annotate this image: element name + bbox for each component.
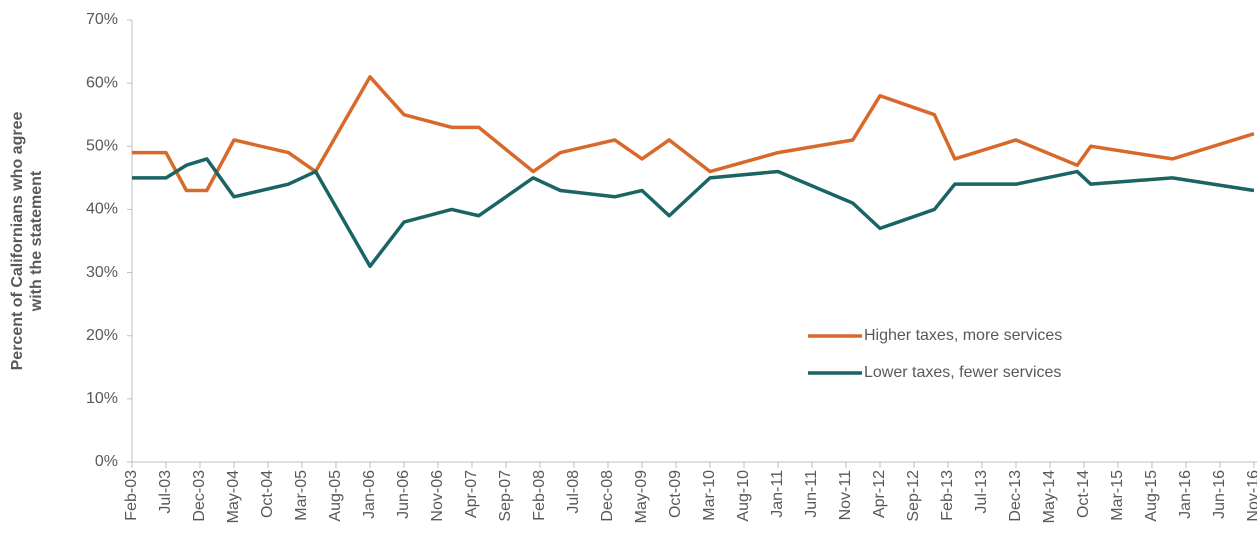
x-tick-label: Apr-12 xyxy=(871,470,888,518)
x-tick-label: Feb-03 xyxy=(123,470,140,521)
x-tick-label: Dec-08 xyxy=(599,470,616,522)
y-axis-title-line: Percent of Californians who agree xyxy=(9,112,26,371)
x-tick-label: May-14 xyxy=(1041,470,1058,523)
legend-label: Higher taxes, more services xyxy=(864,327,1062,344)
x-tick-label: Dec-13 xyxy=(1007,470,1024,522)
x-tick-label: Oct-14 xyxy=(1075,470,1092,518)
y-tick-label: 40% xyxy=(86,201,118,218)
x-tick-label: Aug-10 xyxy=(735,470,752,522)
x-tick-label: Jan-11 xyxy=(769,470,786,518)
x-tick-label: Nov-06 xyxy=(429,470,446,522)
x-tick-label: Jul-13 xyxy=(973,470,990,514)
x-tick-label: Sep-12 xyxy=(905,470,922,522)
x-tick-label: May-04 xyxy=(225,470,242,523)
x-tick-label: Feb-08 xyxy=(531,470,548,521)
x-tick-label: Jun-16 xyxy=(1211,470,1228,519)
x-tick-label: Jun-11 xyxy=(803,470,820,518)
x-tick-label: Aug-05 xyxy=(327,470,344,522)
x-tick-label: Jul-03 xyxy=(157,470,174,514)
x-tick-label: Jul-08 xyxy=(565,470,582,514)
y-tick-label: 10% xyxy=(86,390,118,407)
x-tick-label: Aug-15 xyxy=(1143,470,1160,522)
y-tick-label: 70% xyxy=(86,11,118,28)
x-tick-label: Dec-03 xyxy=(191,470,208,522)
x-tick-label: Apr-07 xyxy=(463,470,480,518)
y-tick-label: 30% xyxy=(86,264,118,281)
x-tick-label: Feb-13 xyxy=(939,470,956,521)
x-tick-label: Sep-07 xyxy=(497,470,514,522)
x-tick-label: May-09 xyxy=(633,470,650,523)
x-tick-label: Jan-16 xyxy=(1177,470,1194,519)
x-tick-label: Nov-11 xyxy=(837,470,854,520)
x-tick-label: Jan-06 xyxy=(361,470,378,519)
x-tick-label: Nov-16 xyxy=(1245,470,1257,522)
legend-label: Lower taxes, fewer services xyxy=(864,364,1061,381)
y-axis-title-line: with the statement xyxy=(28,170,45,312)
x-tick-label: Mar-15 xyxy=(1109,470,1126,521)
y-tick-label: 0% xyxy=(95,453,118,470)
y-tick-label: 20% xyxy=(86,327,118,344)
x-tick-label: Oct-04 xyxy=(259,470,276,518)
y-axis-title: Percent of Californians who agree with t… xyxy=(9,112,45,371)
x-tick-label: Mar-10 xyxy=(701,470,718,521)
x-tick-label: Mar-05 xyxy=(293,470,310,521)
y-tick-label: 50% xyxy=(86,138,118,155)
x-tick-label: Jun-06 xyxy=(395,470,412,519)
x-tick-label: Oct-09 xyxy=(667,470,684,518)
series-line xyxy=(132,75,1255,193)
series-line xyxy=(132,157,1255,269)
y-tick-label: 60% xyxy=(86,74,118,91)
